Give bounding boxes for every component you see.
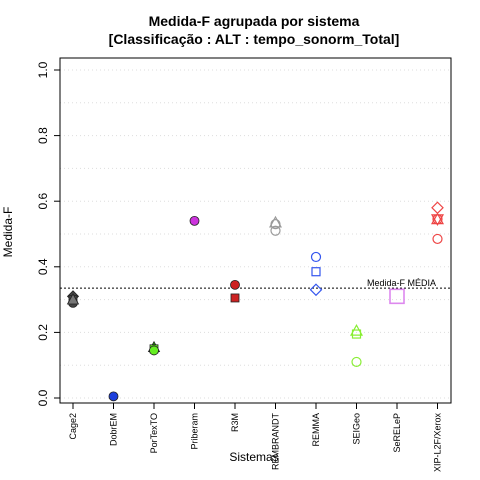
data-point — [66, 293, 80, 305]
y-axis: 0.0 0.2 0.4 0.6 0.8 1.0 — [36, 61, 60, 406]
data-point — [351, 329, 362, 339]
data-point — [311, 267, 321, 277]
reference-line-label: Medida-F MÉDIA — [367, 278, 436, 288]
grid — [60, 69, 451, 399]
x-tick-label: REMBRANDT — [271, 413, 281, 471]
data-point — [149, 345, 159, 356]
x-tick-label: DobrEM — [109, 413, 119, 446]
data-point — [309, 283, 323, 297]
y-tick-label: 0.2 — [36, 324, 50, 341]
data-point — [432, 233, 443, 245]
reference-line-group: Medida-F MÉDIA — [60, 278, 451, 289]
chart-subtitle: [Classificação : ALT : tempo_sonorm_Tota… — [109, 31, 400, 47]
data-point — [268, 215, 283, 228]
data-point — [189, 215, 200, 226]
x-tick-label: SeRELeP — [392, 413, 402, 453]
chart-title: Medida-F agrupada por sistema — [149, 13, 360, 29]
data-point — [108, 391, 119, 402]
data-point — [270, 219, 281, 230]
data-point — [351, 356, 362, 368]
x-tick-label: XIP-L2F/Xerox — [433, 413, 443, 473]
x-axis: Cage2 DobrEM PorTexTO Priberam R3M REMBRANDT R… — [68, 403, 443, 472]
y-tick-label: 1.0 — [36, 61, 50, 78]
y-tick-label: 0.6 — [36, 193, 50, 210]
data-point — [230, 293, 240, 303]
x-tick-label: SEIGeo — [352, 413, 362, 445]
y-tick-label: 0.8 — [36, 127, 50, 144]
data-point — [230, 279, 240, 290]
plot-frame — [59, 57, 452, 404]
y-tick-label: 0.4 — [36, 258, 50, 275]
x-tick-label: Priberam — [190, 413, 200, 450]
x-axis-label: Sistemas — [229, 450, 278, 464]
x-tick-label: R3M — [230, 413, 240, 432]
data-point — [432, 214, 443, 225]
data-point — [389, 288, 405, 305]
x-tick-label: REMMA — [311, 413, 321, 447]
x-tick-label: PorTexTO — [149, 413, 159, 453]
data-point — [310, 251, 322, 263]
x-tick-label: Cage2 — [68, 413, 78, 440]
y-tick-label: 0.0 — [36, 389, 50, 406]
data-point — [431, 201, 444, 215]
data-point — [270, 225, 281, 236]
points — [66, 201, 445, 402]
y-axis-label: Medida-F — [1, 207, 15, 258]
